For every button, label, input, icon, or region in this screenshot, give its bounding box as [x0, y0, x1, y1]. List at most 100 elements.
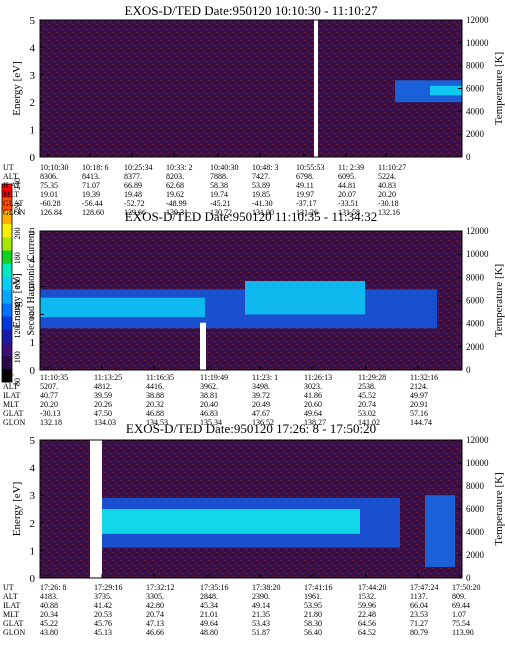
orbit-cell: 11:26:13 [304, 373, 332, 382]
orbit-cell: 64.52 [358, 628, 376, 637]
orbit-cell: 47.67 [252, 409, 270, 418]
chart-title: EXOS-D/TED Date:950120 10:10:30 - 11:10:… [125, 3, 378, 18]
temperature-tick-label: 8000 [466, 272, 485, 282]
orbit-cell: 45.13 [94, 628, 112, 637]
orbit-cell: 38.88 [146, 391, 164, 400]
temperature-tick-label: 4000 [466, 527, 485, 537]
orbit-cell: 17:32:12 [146, 583, 174, 592]
orbit-cell: 58.30 [304, 619, 322, 628]
orbit-cell: 22.48 [358, 610, 376, 619]
orbit-cell: 21.01 [200, 610, 218, 619]
orbit-cell: 43.80 [40, 628, 58, 637]
orbit-cell: 5207. [40, 382, 58, 391]
orbit-row-label: GLAT [3, 409, 24, 418]
energy-tick-label: 3 [30, 490, 36, 502]
orbit-cell: 10:33: 2 [166, 163, 192, 172]
colorbar-swatch [2, 368, 12, 383]
orbit-row-label: UT [3, 583, 14, 592]
chart-title: EXOS-D/TED Date:950120 11:10:35 - 11:34:… [125, 209, 378, 224]
orbit-cell: 19.62 [166, 190, 184, 199]
orbit-row-label: ALT [3, 172, 18, 181]
orbit-cell: 75.54 [452, 619, 470, 628]
orbit-cell: 11:10:27 [378, 163, 406, 172]
orbit-cell: 20.74 [358, 400, 376, 409]
temperature-tick-label: 12000 [466, 15, 489, 25]
temperature-tick-label: 10000 [466, 249, 489, 259]
colorbar-swatch [2, 342, 12, 357]
temperature-tick-label: 6000 [466, 504, 485, 514]
orbit-cell: 3305. [146, 592, 164, 601]
orbit-cell: 17:44:20 [358, 583, 386, 592]
colorbar-label: Second Harmonic Current [26, 230, 37, 335]
orbit-row-label: ILAT [3, 601, 20, 610]
colorbar-swatch [2, 263, 12, 277]
orbit-cell: 2538. [358, 382, 376, 391]
orbit-cell: 53.43 [252, 619, 270, 628]
orbit-row-label: GLAT [3, 619, 24, 628]
energy-tick-label: 5 [30, 15, 36, 27]
temperature-tick-label: 6000 [466, 84, 485, 94]
colorbar-swatch [2, 250, 12, 264]
energy-band [425, 495, 455, 567]
orbit-cell: 38.81 [200, 391, 218, 400]
spectrogram-background [40, 20, 462, 157]
orbit-cell: 2124. [410, 382, 428, 391]
orbit-cell: -52.72 [124, 199, 145, 208]
orbit-cell: 10:48: 3 [252, 163, 278, 172]
orbit-cell: 46.66 [146, 628, 164, 637]
orbit-cell: 40.83 [378, 181, 396, 190]
orbit-cell: 113.90 [452, 628, 474, 637]
orbit-cell: 2390. [252, 592, 270, 601]
orbit-cell: 10:18: 6 [82, 163, 108, 172]
orbit-cell: 8413. [82, 172, 100, 181]
orbit-cell: 56.40 [304, 628, 322, 637]
orbit-cell: 45.22 [40, 619, 58, 628]
orbit-cell: 10:40:30 [210, 163, 238, 172]
temperature-tick-label: 12000 [466, 226, 489, 236]
orbit-cell: 134.03 [94, 418, 116, 427]
orbit-cell: 53.95 [304, 601, 322, 610]
orbit-cell: 19.74 [210, 190, 228, 199]
colorbar-tick-label: 180 [13, 252, 22, 264]
energy-tick-label: 1 [30, 337, 36, 349]
orbit-cell: 58.38 [210, 181, 228, 190]
orbit-cell: 17:35:16 [200, 583, 228, 592]
colorbar-swatch [2, 302, 12, 317]
temperature-tick-label: 6000 [466, 296, 485, 306]
orbit-cell: 144.74 [410, 418, 432, 427]
colorbar-tick-label: 100 [13, 351, 22, 363]
orbit-cell: 66.89 [124, 181, 142, 190]
orbit-cell: 3023. [304, 382, 322, 391]
orbit-cell: 57.16 [410, 409, 428, 418]
orbit-cell: 131.00 [252, 208, 274, 217]
orbit-row-label: ILAT [3, 391, 20, 400]
orbit-cell: 132.16 [378, 208, 400, 217]
orbit-cell: 46.88 [146, 409, 164, 418]
orbit-cell: 2848. [200, 592, 218, 601]
orbit-cell: 20.74 [146, 610, 164, 619]
orbit-cell: 17:26: 8 [40, 583, 66, 592]
orbit-cell: -30.18 [378, 199, 399, 208]
orbit-cell: 19.39 [82, 190, 100, 199]
chart-title: EXOS-D/TED Date:950120 17:26: 8 - 17:50:… [126, 421, 376, 436]
orbit-cell: 132.18 [40, 418, 62, 427]
orbit-cell: 20.20 [40, 400, 58, 409]
orbit-cell: 44.81 [338, 181, 356, 190]
orbit-cell: 3962. [200, 382, 218, 391]
orbit-cell: 53.89 [252, 181, 270, 190]
orbit-cell: 17:41:16 [304, 583, 332, 592]
orbit-cell: 48.80 [200, 628, 218, 637]
orbit-cell: 131.58 [338, 208, 360, 217]
orbit-cell: 39.72 [252, 391, 270, 400]
colorbar-tick-label: 240 [13, 178, 22, 190]
colorbar-swatch [2, 184, 12, 198]
orbit-cell: -41.30 [252, 199, 273, 208]
orbit-cell: 23.53 [410, 610, 428, 619]
orbit-cell: 128.60 [82, 208, 104, 217]
orbit-cell: 141.02 [358, 418, 380, 427]
orbit-cell: 130.72 [210, 208, 232, 217]
y-axis-label: Energy [eV] [11, 61, 23, 115]
orbit-cell: 1.07 [452, 610, 466, 619]
orbit-cell: 17:50:20 [452, 583, 480, 592]
orbit-cell: 11:16:35 [146, 373, 174, 382]
